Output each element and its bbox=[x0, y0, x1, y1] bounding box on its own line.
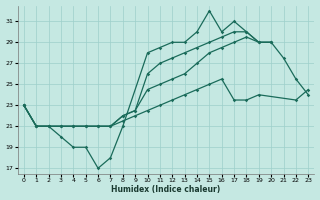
X-axis label: Humidex (Indice chaleur): Humidex (Indice chaleur) bbox=[111, 185, 221, 194]
